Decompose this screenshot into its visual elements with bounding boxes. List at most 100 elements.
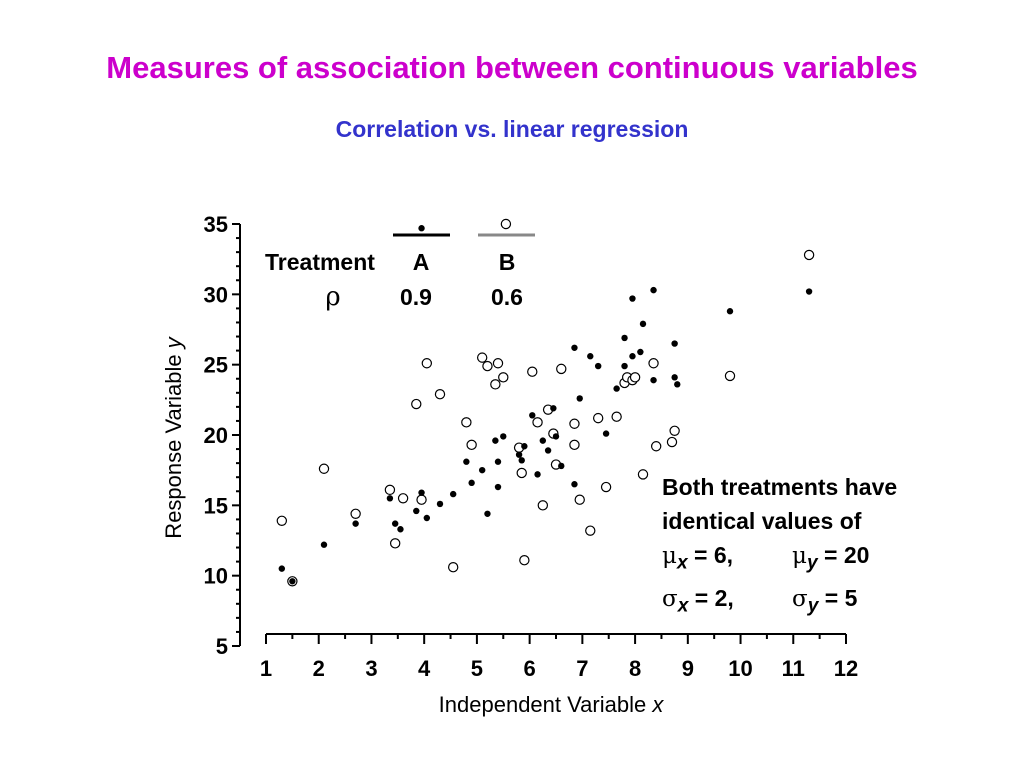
point-treatment-a (413, 507, 420, 515)
point-treatment-a (671, 340, 678, 347)
point-treatment-b (532, 417, 543, 428)
point-treatment-b (569, 439, 580, 451)
point-treatment-a (352, 520, 359, 527)
point-treatment-b (500, 218, 512, 230)
point-treatment-a (552, 433, 560, 440)
legend-name-a: A (413, 249, 430, 275)
point-treatment-b (569, 418, 580, 429)
point-treatment-a (494, 458, 502, 465)
note-line-1: Both treatments have (662, 474, 898, 500)
point-treatment-b (318, 463, 330, 474)
point-treatment-a (571, 344, 578, 351)
point-treatment-b (650, 441, 662, 452)
point-treatment-a (418, 225, 425, 232)
point-treatment-a (621, 362, 628, 370)
point-treatment-b (669, 425, 680, 436)
x-tick-label: 7 (576, 656, 588, 681)
x-tick-label: 10 (728, 656, 752, 681)
point-treatment-a (484, 510, 491, 517)
point-treatment-a (629, 295, 636, 302)
point-treatment-b (585, 525, 596, 536)
point-treatment-a (500, 433, 507, 440)
slide-subtitle: Correlation vs. linear regression (335, 116, 689, 142)
point-treatment-b (516, 467, 527, 479)
x-tick-label: 5 (471, 656, 483, 681)
point-treatment-a (639, 320, 647, 328)
point-treatment-a (539, 437, 547, 444)
point-treatment-b (476, 352, 488, 363)
point-treatment-a (515, 451, 523, 458)
note-line-2: identical values of (662, 508, 862, 534)
sigma-x-stat: σx = 2, (662, 584, 734, 617)
point-treatment-b (666, 436, 678, 448)
point-treatment-b (519, 554, 530, 566)
point-treatment-b (397, 493, 409, 504)
mu-x-stat: μx = 6, (662, 542, 734, 574)
point-treatment-b (574, 494, 585, 505)
point-treatment-a (418, 489, 425, 496)
point-treatment-a (805, 288, 813, 295)
point-treatment-a (478, 466, 486, 474)
legend-rho-b: 0.6 (491, 284, 523, 310)
point-treatment-b (498, 372, 509, 383)
point-treatment-a (602, 430, 610, 437)
y-tick-label: 35 (204, 212, 228, 237)
point-treatment-b (492, 358, 504, 369)
point-treatment-a (463, 458, 470, 465)
point-treatment-a (726, 308, 734, 315)
legend-treatment-label: Treatment (265, 249, 375, 275)
point-treatment-b (490, 379, 501, 390)
point-treatment-b (537, 500, 549, 511)
point-treatment-a (594, 362, 602, 370)
point-treatment-a (534, 471, 541, 478)
point-treatment-a (650, 376, 657, 384)
y-axis-label: Response Variable y (161, 335, 186, 538)
point-treatment-b (447, 562, 459, 573)
legend-name-b: B (499, 249, 516, 275)
x-tick-label: 11 (782, 656, 805, 681)
point-treatment-b (592, 412, 604, 424)
point-treatment-a (550, 405, 557, 412)
point-treatment-a (397, 526, 404, 533)
point-treatment-b (389, 538, 401, 549)
point-treatment-a (521, 443, 528, 450)
point-treatment-b (556, 363, 567, 375)
point-treatment-a (576, 395, 583, 402)
point-treatment-a (671, 374, 678, 381)
mu-y-stat: μy = 20 (792, 542, 870, 574)
point-treatment-a (449, 490, 457, 498)
point-treatment-b (384, 484, 396, 496)
sigma-y-stat: σy = 5 (792, 584, 858, 617)
point-treatment-a (494, 483, 502, 491)
point-treatment-b (724, 370, 736, 382)
point-treatment-a (637, 348, 644, 356)
point-treatment-b (482, 360, 493, 372)
point-treatment-b (461, 417, 472, 428)
point-treatment-a (613, 385, 620, 392)
x-axis-label: Independent Variable x (439, 692, 665, 717)
point-treatment-a (518, 457, 525, 464)
point-treatment-b (637, 469, 649, 480)
point-treatment-a (571, 481, 578, 488)
point-treatment-a (587, 353, 594, 360)
point-treatment-a (674, 381, 681, 388)
point-treatment-b (648, 358, 659, 369)
point-treatment-b (600, 481, 612, 493)
x-tick-label: 9 (682, 656, 694, 681)
point-treatment-a (468, 479, 475, 487)
point-treatment-a (320, 541, 328, 548)
data-points (276, 218, 815, 587)
point-treatment-a (289, 578, 296, 585)
point-treatment-b (629, 372, 641, 383)
legend-rho-a: 0.9 (400, 284, 432, 310)
point-treatment-b (803, 249, 815, 261)
x-tick-label: 12 (834, 656, 858, 681)
point-treatment-a (621, 334, 628, 342)
point-treatment-a (391, 520, 399, 527)
point-treatment-b (411, 398, 422, 410)
point-treatment-b (350, 508, 361, 519)
x-tick-label: 3 (365, 656, 377, 681)
point-treatment-b (421, 358, 433, 369)
point-treatment-b (611, 411, 622, 422)
